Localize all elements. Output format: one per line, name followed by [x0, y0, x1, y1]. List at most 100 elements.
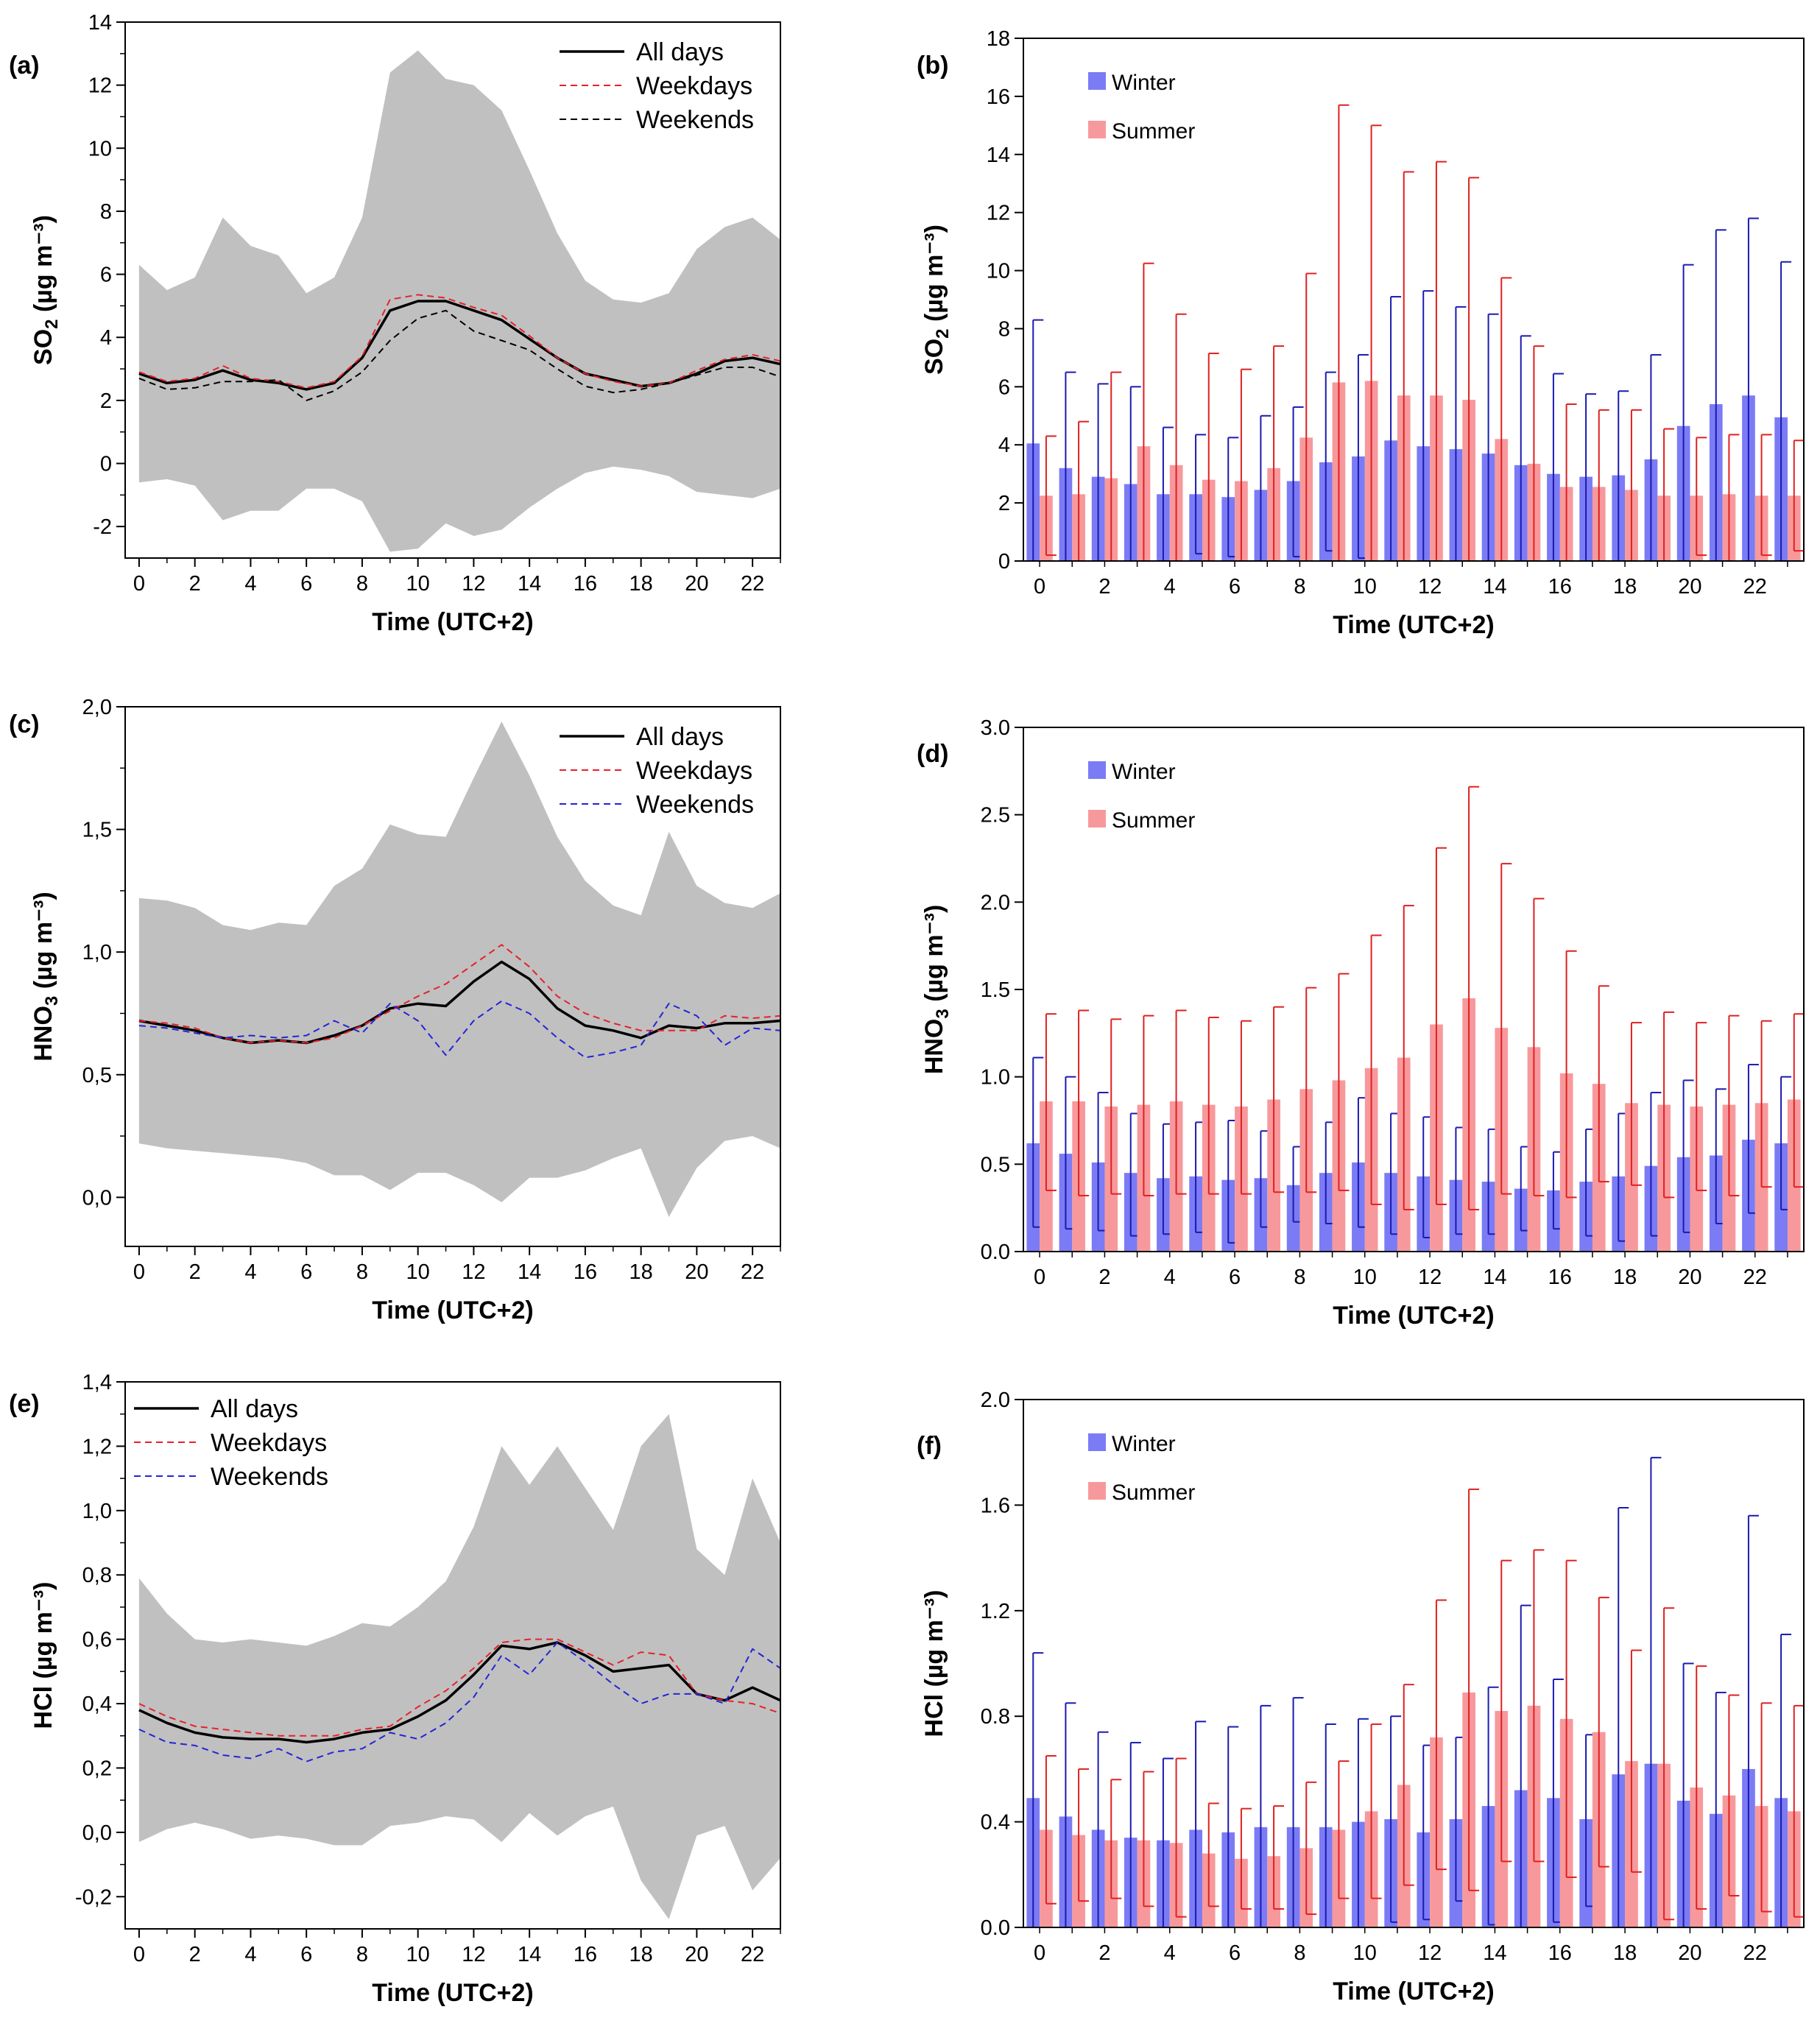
- x-tick-label: 10: [1353, 575, 1377, 599]
- x-tick-label: 14: [1483, 575, 1506, 599]
- x-axis-label: Time (UTC+2): [372, 1979, 533, 2007]
- legend-label: All days: [636, 723, 724, 751]
- panel-label: (a): [9, 52, 40, 80]
- y-tick-label: 0,0: [82, 1821, 112, 1845]
- y-tick-label: 8: [998, 317, 1010, 341]
- y-tick-label: 10: [987, 260, 1010, 283]
- y-tick-label: 0.5: [981, 1153, 1010, 1176]
- y-tick-label: 2: [998, 492, 1010, 515]
- y-tick-label: 4: [100, 326, 112, 350]
- series-line-weekdays: [138, 944, 780, 1044]
- x-tick-label: 20: [685, 1943, 708, 1966]
- x-tick-label: 6: [300, 1943, 312, 1966]
- y-tick-label: 2,0: [82, 696, 112, 719]
- x-tick-label: 6: [1229, 1266, 1241, 1289]
- x-tick-label: 8: [1294, 1266, 1305, 1289]
- legend-swatch-summer: [1088, 121, 1106, 138]
- x-tick-label: 2: [189, 1260, 201, 1284]
- legend-label: Winter: [1112, 760, 1176, 784]
- x-tick-label: 2: [189, 1943, 201, 1966]
- x-tick-label: 4: [244, 1943, 256, 1966]
- y-tick-label: 2.5: [981, 804, 1010, 828]
- plot-area: [1026, 104, 1805, 562]
- x-tick-label: 0: [133, 1943, 145, 1966]
- x-tick-label: 4: [1164, 1266, 1176, 1289]
- y-tick-label: -0,2: [75, 1885, 112, 1909]
- legend: All days Weekdays Weekends: [560, 723, 754, 819]
- y-axis-label: SO2 (µg m⁻³): [29, 215, 62, 365]
- series-line-weekdays: [138, 294, 780, 389]
- y-tick-label: 0,0: [82, 1186, 112, 1210]
- legend-label: Weekdays: [211, 1429, 327, 1457]
- x-tick-label: 0: [133, 572, 145, 596]
- x-tick-label: 18: [629, 572, 653, 596]
- y-tick-label: 16: [987, 85, 1010, 109]
- chart-panel-d: 0.0 0.5 1.0 1.5 2.0 2.5 3.0 0 2 4 6 8 10 12 14 16 18 20 22…: [917, 716, 1805, 1330]
- plot-frame: [1023, 38, 1805, 562]
- x-tick-label: 16: [574, 1943, 597, 1966]
- x-tick-label: 8: [1294, 575, 1305, 599]
- y-tick-label: 2: [100, 389, 112, 413]
- plot-frame: [124, 21, 781, 559]
- x-axis-label: Time (UTC+2): [1333, 611, 1494, 639]
- x-tick-label: 4: [1164, 1941, 1176, 1965]
- x-tick-label: 10: [406, 1943, 430, 1966]
- y-tick-label: 1.2: [981, 1600, 1010, 1623]
- x-tick-label: 4: [244, 1260, 256, 1284]
- chart-panel-f: 0.0 0.4 0.8 1.2 1.6 2.0 0 2 4 6 8 10 12 14 16 18 20 22 Tim…: [917, 1388, 1805, 2005]
- plot-frame: [1023, 1399, 1805, 1928]
- y-tick-label: 1,0: [82, 1500, 112, 1523]
- plot-frame: [124, 706, 781, 1247]
- y-tick-label: 0: [100, 453, 112, 476]
- y-tick-label: 0,5: [82, 1064, 112, 1087]
- plot-frame: [124, 1381, 781, 1930]
- legend-label: Weekdays: [636, 757, 752, 785]
- y-tick-label: 0,6: [82, 1629, 112, 1652]
- x-tick-label: 12: [462, 1260, 485, 1284]
- y-tick-label: 0.0: [981, 1241, 1010, 1264]
- legend-label: Summer: [1112, 1481, 1195, 1505]
- legend: All days Weekdays Weekends: [134, 1395, 328, 1491]
- plot-area: [138, 721, 780, 1217]
- y-tick-label: 14: [987, 144, 1010, 167]
- y-tick-label: 0.8: [981, 1705, 1010, 1729]
- y-tick-label: 0,8: [82, 1564, 112, 1587]
- y-tick-label: 0.4: [981, 1811, 1010, 1835]
- x-tick-label: 18: [1613, 1266, 1637, 1289]
- chart-panel-c: 0,0 0,5 1,0 1,5 2,0 0 2 4 6 8 10 12 14 16 18 20 22 Time (…: [9, 696, 781, 1324]
- chart-panel-e: -0,2 0,0 0,2 0,4 0,6 0,8 1,0 1,2 1,4 0 2 4 6 8 10 12 14 1…: [9, 1371, 781, 2007]
- y-axis-label: HCl (µg m⁻³): [920, 1590, 948, 1737]
- y-tick-label: 0,2: [82, 1757, 112, 1780]
- y-tick-label: 1.6: [981, 1494, 1010, 1517]
- x-tick-label: 8: [356, 572, 368, 596]
- chart-panel-b: 0 2 4 6 8 10 12 14 16 18 0 2 4 6 8 10 12 14 16 18 20 22 Time (…: [917, 27, 1805, 639]
- legend: All days Weekdays Weekends: [560, 38, 754, 134]
- y-tick-label: 1,0: [82, 941, 112, 964]
- series-line-weekends: [138, 309, 780, 401]
- y-tick-label: 12: [88, 74, 112, 98]
- x-tick-label: 22: [1743, 1266, 1767, 1289]
- x-tick-label: 2: [189, 572, 201, 596]
- x-tick-label: 16: [1548, 575, 1572, 599]
- x-tick-label: 12: [462, 1943, 485, 1966]
- panel-label: (b): [917, 52, 948, 80]
- series-line-weekends: [138, 1642, 780, 1762]
- y-tick-label: 1,2: [82, 1435, 112, 1458]
- x-tick-label: 14: [518, 572, 541, 596]
- x-tick-label: 12: [1418, 1266, 1442, 1289]
- x-tick-label: 14: [518, 1260, 541, 1284]
- x-tick-label: 0: [1034, 1941, 1045, 1965]
- x-tick-label: 20: [685, 1260, 708, 1284]
- x-tick-label: 6: [1229, 1941, 1241, 1965]
- y-tick-label: 0: [998, 550, 1010, 574]
- x-tick-label: 10: [406, 572, 430, 596]
- x-tick-label: 4: [244, 572, 256, 596]
- legend-label: Weekends: [211, 1463, 328, 1491]
- legend: Winter Summer: [1088, 1432, 1195, 1505]
- y-tick-label: 2.0: [981, 891, 1010, 914]
- plot-area: [1026, 1456, 1805, 1928]
- y-axis-label: HCl (µg m⁻³): [29, 1582, 57, 1729]
- legend-label: Weekends: [636, 791, 754, 819]
- x-tick-label: 16: [574, 1260, 597, 1284]
